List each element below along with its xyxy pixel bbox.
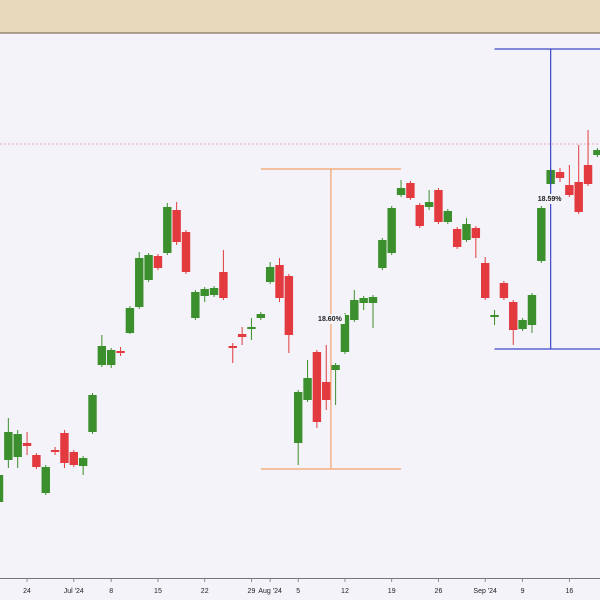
candle-body — [555, 172, 565, 178]
x-tick-label: Jul '24 — [64, 588, 84, 595]
x-tick-label: 29 — [248, 588, 256, 595]
candle-body — [350, 300, 359, 320]
candle-body — [322, 382, 331, 400]
candle-body — [462, 224, 471, 240]
candle-body — [574, 182, 583, 212]
candle-body — [97, 346, 107, 365]
x-axis: 24 Jul '24 8 15 22 29 Aug '24 5 12 19 26 Sep '24 9 16 — [23, 578, 573, 595]
measure-label: 18.60% — [318, 316, 343, 323]
candle-body — [209, 288, 219, 295]
measure-label-bg — [316, 314, 345, 324]
candle-body — [172, 210, 181, 242]
candle-body — [265, 267, 275, 282]
measure-label: 18.59% — [538, 196, 563, 203]
x-tick-label: 5 — [296, 588, 300, 595]
candle-body — [424, 202, 434, 207]
x-tick-label: 15 — [154, 588, 162, 595]
candle-body — [200, 289, 209, 296]
x-tick-label: 8 — [109, 588, 113, 595]
candle-body — [0, 475, 4, 502]
candle-body — [41, 467, 50, 493]
candle-body — [368, 297, 378, 303]
candle-body — [312, 352, 322, 422]
measure-label-bg — [536, 194, 565, 204]
candle-body — [78, 458, 88, 466]
candle-body — [396, 188, 406, 195]
candle-body — [60, 433, 69, 463]
candle-body — [88, 395, 97, 432]
candle-body — [135, 258, 144, 307]
candle-body — [593, 150, 600, 155]
candle-body — [387, 208, 396, 253]
candle-body — [509, 302, 518, 330]
candle-body — [163, 207, 172, 253]
candle-body — [340, 315, 350, 352]
candle-body — [583, 165, 593, 184]
candles-layer: 18.60% 18.59% — [0, 48, 600, 502]
candle-body — [32, 455, 41, 467]
candle-body — [237, 334, 247, 337]
header-bar — [0, 0, 600, 34]
candle-body — [499, 283, 509, 298]
x-tick-label: 9 — [521, 588, 525, 595]
x-tick-label: 19 — [388, 588, 396, 595]
candle-body — [443, 211, 453, 222]
candle-body — [22, 443, 32, 446]
candle-body — [228, 346, 237, 348]
candle-body — [116, 351, 125, 353]
x-tick-label: 22 — [201, 588, 209, 595]
candle-body — [434, 190, 443, 222]
candle-body — [293, 392, 303, 443]
candle-body — [537, 208, 546, 261]
x-tick-label: 26 — [435, 588, 443, 595]
x-tick-label: 12 — [341, 588, 349, 595]
candle-body — [527, 295, 537, 325]
candle-body — [13, 434, 22, 457]
candle-body — [331, 365, 340, 370]
candle-body — [69, 452, 79, 465]
candle-body — [153, 256, 163, 268]
x-tick-label: 24 — [23, 588, 31, 595]
candle-body — [4, 432, 13, 460]
candle-body — [378, 240, 387, 268]
candle-body — [181, 232, 191, 272]
candle-body — [480, 263, 490, 298]
candle-body — [284, 276, 294, 335]
candle-body — [452, 229, 462, 247]
candle-body — [144, 255, 153, 280]
candle-body — [303, 378, 312, 400]
candle-body — [415, 205, 424, 226]
candle-body — [275, 265, 284, 298]
candle-body — [256, 314, 266, 318]
candle-body — [490, 315, 499, 317]
candle-body — [471, 228, 481, 238]
candle-body — [125, 308, 135, 333]
candle-body — [219, 272, 228, 298]
x-tick-label: 16 — [565, 588, 573, 595]
candle-body — [406, 183, 415, 198]
candle-body — [106, 350, 116, 365]
candle-body — [518, 320, 527, 329]
candle-body — [565, 185, 574, 195]
x-tick-label: Aug '24 — [258, 588, 282, 595]
candle-body — [247, 327, 256, 329]
x-tick-label: Sep '24 — [473, 588, 497, 595]
candle-body — [359, 298, 368, 303]
candle-body — [191, 292, 200, 318]
candle-body — [50, 450, 60, 452]
